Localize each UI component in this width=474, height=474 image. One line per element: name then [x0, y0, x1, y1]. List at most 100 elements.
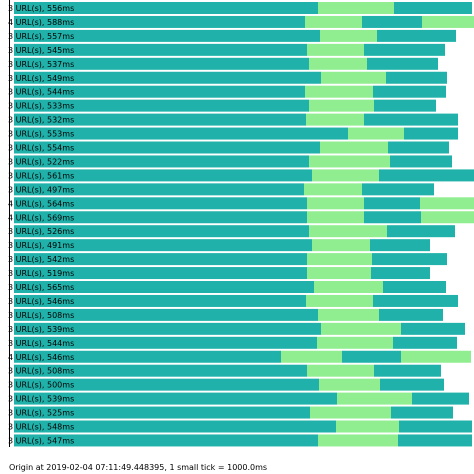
bar-label: 3 URL(s), 545ms [8, 46, 74, 55]
bar-segment-dark [14, 197, 307, 210]
bar-label: 4 URL(s), 569ms [8, 213, 74, 222]
bar-segment-light [401, 350, 471, 363]
bar-segment-light [420, 197, 474, 210]
bar-segment-light [336, 420, 399, 433]
bar-segment-dark [370, 239, 430, 252]
bar-row: 3 URL(s), 522ms [8, 155, 452, 168]
bar-segment-light [307, 43, 364, 56]
bar-segment-light [318, 2, 394, 14]
bar-label: 3 URL(s), 553ms [8, 130, 74, 139]
bar-segment-dark [379, 169, 474, 182]
bar-segment-light [307, 364, 374, 377]
footer-text: Origin at 2019-02-04 07:11:49.448395, 1 … [9, 463, 267, 472]
bar-row: 4 URL(s), 564ms [8, 197, 474, 210]
bar-segment-light [307, 253, 372, 266]
bar-segment-dark [377, 29, 456, 42]
bar-label: 3 URL(s), 548ms [8, 423, 74, 432]
bar-segment-dark [14, 43, 307, 56]
bar-row: 3 URL(s), 554ms [8, 141, 449, 154]
bar-row: 3 URL(s), 557ms [8, 29, 456, 42]
bar-segment-light [319, 378, 380, 391]
bar-segment-dark [14, 183, 304, 196]
bar-segment-dark [374, 99, 436, 112]
bar-segment-light [305, 15, 362, 28]
bar-segment-dark [14, 420, 336, 433]
bar-segment-dark [404, 127, 458, 140]
bar-row: 3 URL(s), 526ms [8, 225, 455, 238]
bar-segment-dark [14, 169, 312, 182]
bar-segment-dark [14, 378, 319, 391]
bar-segment-dark [342, 350, 401, 363]
bar-segment-dark [383, 281, 446, 293]
bar-segment-light [317, 336, 393, 349]
bar-segment-dark [401, 322, 465, 335]
bar-row: 3 URL(s), 542ms [8, 253, 447, 266]
bar-segment-dark [14, 281, 314, 293]
bar-label: 3 URL(s), 539ms [8, 325, 74, 334]
bar-segment-light [320, 29, 377, 42]
bar-row: 3 URL(s), 508ms [8, 364, 441, 377]
bar-label: 3 URL(s), 554ms [8, 144, 74, 153]
bar-segment-dark [14, 406, 310, 419]
bar-label: 3 URL(s), 539ms [8, 395, 74, 404]
bar-segment-dark [14, 155, 309, 168]
bar-segment-light [309, 155, 390, 168]
bar-row: 4 URL(s), 588ms [8, 15, 474, 28]
bar-row: 3 URL(s), 539ms [8, 392, 469, 405]
bar-row: 3 URL(s), 497ms [8, 183, 434, 196]
bar-segment-light [309, 225, 387, 238]
bar-segment-dark [14, 127, 348, 140]
bar-segment-dark [14, 308, 318, 321]
bar-segment-dark [14, 434, 318, 447]
rows-layer: 3 URL(s), 556ms 4 URL(s), 588ms 3 URL(s), … [8, 2, 474, 447]
bar-segment-dark [412, 392, 469, 405]
bar-segment-light [304, 183, 362, 196]
bar-row: 3 URL(s), 519ms [8, 267, 430, 280]
bar-segment-light [321, 71, 386, 84]
bar-label: 4 URL(s), 546ms [8, 353, 74, 362]
bar-segment-dark [14, 85, 305, 98]
bar-segment-dark [14, 322, 321, 335]
bar-segment-dark [14, 57, 309, 70]
bar-row: 3 URL(s), 561ms [8, 169, 474, 182]
bar-row: 3 URL(s), 537ms [8, 57, 438, 70]
bar-label: 3 URL(s), 556ms [8, 4, 74, 13]
bar-segment-light [318, 308, 379, 321]
bar-segment-dark [394, 2, 472, 14]
bar-segment-dark [14, 113, 306, 126]
bar-label: 3 URL(s), 544ms [8, 339, 74, 348]
bar-label: 3 URL(s), 491ms [8, 241, 74, 250]
bar-segment-light [321, 322, 401, 335]
bar-row: 3 URL(s), 556ms [8, 2, 472, 14]
bar-label: 4 URL(s), 564ms [8, 199, 74, 208]
bar-row: 3 URL(s), 547ms [8, 434, 472, 447]
bar-segment-dark [386, 71, 447, 84]
bar-label: 3 URL(s), 557ms [8, 32, 74, 41]
bar-row: 3 URL(s), 565ms [8, 281, 446, 293]
bar-segment-light [281, 350, 342, 363]
bar-label: 3 URL(s), 500ms [8, 381, 74, 390]
bar-segment-dark [387, 225, 455, 238]
bar-row: 3 URL(s), 533ms [8, 99, 436, 112]
bar-segment-dark [14, 211, 307, 224]
bar-segment-light [318, 434, 398, 447]
bar-segment-dark [393, 336, 457, 349]
bar-label: 3 URL(s), 549ms [8, 74, 74, 83]
bar-segment-dark [14, 99, 309, 112]
bar-segment-dark [14, 239, 312, 252]
bar-segment-light [309, 99, 374, 112]
bar-row: 3 URL(s), 545ms [8, 43, 445, 56]
bar-segment-light [320, 141, 388, 154]
bar-segment-dark [367, 57, 438, 70]
bar-segment-light [314, 281, 383, 293]
bar-segment-dark [14, 225, 309, 238]
bar-segment-dark [14, 294, 306, 307]
bar-segment-dark [14, 350, 281, 363]
bar-segment-dark [364, 43, 445, 56]
bar-segment-dark [364, 211, 421, 224]
bar-segment-dark [380, 378, 444, 391]
bar-label: 3 URL(s), 497ms [8, 185, 74, 194]
bar-row: 4 URL(s), 546ms [8, 350, 471, 363]
bar-label: 3 URL(s), 532ms [8, 116, 74, 125]
